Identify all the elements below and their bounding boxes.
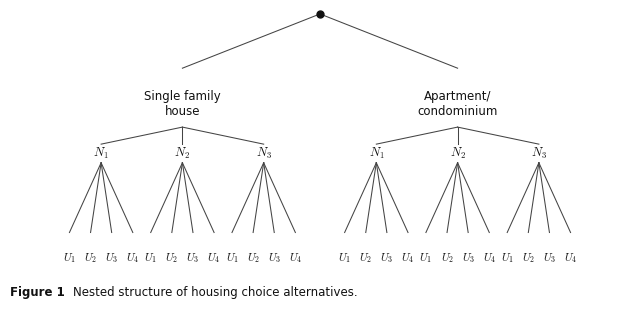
Text: $U_1$: $U_1$ — [225, 251, 239, 265]
Text: $U_1$: $U_1$ — [419, 251, 433, 265]
Text: $U_4$: $U_4$ — [483, 251, 496, 265]
Text: $U_4$: $U_4$ — [207, 251, 221, 265]
Text: Apartment/
condominium: Apartment/ condominium — [417, 90, 498, 118]
Text: $N_2$: $N_2$ — [175, 146, 190, 161]
Text: $U_2$: $U_2$ — [165, 251, 179, 265]
Text: $U_2$: $U_2$ — [84, 251, 97, 265]
Text: $U_1$: $U_1$ — [144, 251, 157, 265]
Text: $U_3$: $U_3$ — [543, 251, 556, 265]
Text: $U_4$: $U_4$ — [401, 251, 415, 265]
Text: $N_2$: $N_2$ — [450, 146, 465, 161]
Text: $U_2$: $U_2$ — [359, 251, 372, 265]
Text: $U_4$: $U_4$ — [564, 251, 577, 265]
Text: $U_3$: $U_3$ — [186, 251, 200, 265]
Text: $N_1$: $N_1$ — [369, 146, 384, 161]
Text: $U_2$: $U_2$ — [522, 251, 535, 265]
Text: $U_1$: $U_1$ — [500, 251, 514, 265]
Text: $U_3$: $U_3$ — [461, 251, 475, 265]
Text: $U_4$: $U_4$ — [126, 251, 140, 265]
Text: $U_2$: $U_2$ — [440, 251, 454, 265]
Text: $N_3$: $N_3$ — [256, 146, 271, 161]
Text: $N_3$: $N_3$ — [531, 146, 547, 161]
Text: Single family
house: Single family house — [144, 90, 221, 118]
Text: $U_3$: $U_3$ — [268, 251, 281, 265]
Text: $U_3$: $U_3$ — [380, 251, 394, 265]
Text: $U_1$: $U_1$ — [63, 251, 76, 265]
Text: $U_3$: $U_3$ — [105, 251, 118, 265]
Text: $N_1$: $N_1$ — [93, 146, 109, 161]
Text: $U_2$: $U_2$ — [246, 251, 260, 265]
Text: $U_4$: $U_4$ — [289, 251, 302, 265]
Text: $U_1$: $U_1$ — [338, 251, 351, 265]
Text: Nested structure of housing choice alternatives.: Nested structure of housing choice alter… — [58, 286, 357, 299]
Text: Figure 1: Figure 1 — [10, 286, 65, 299]
